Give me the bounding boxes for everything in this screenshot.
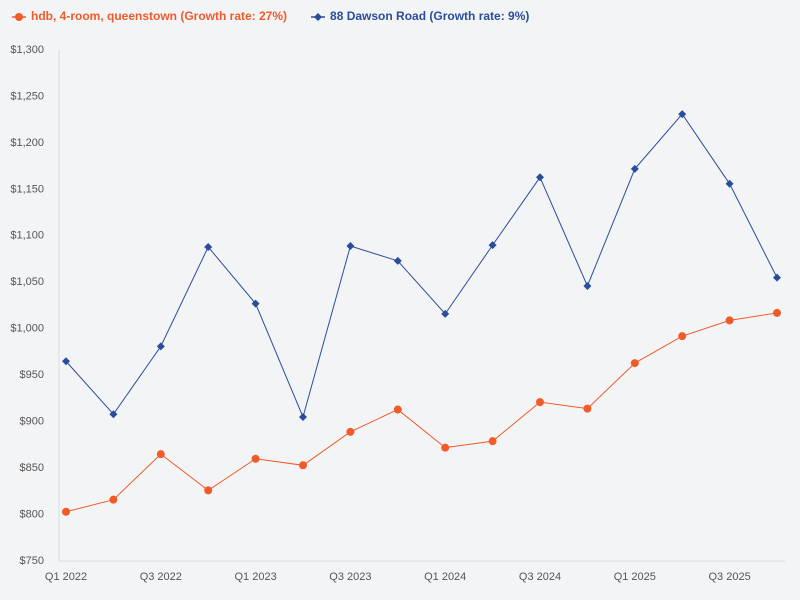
point bbox=[488, 437, 497, 446]
y-tick-label: $800 bbox=[20, 508, 44, 520]
point bbox=[630, 359, 639, 368]
legend-text: 88 Dawson Road (Growth rate: 9%) bbox=[330, 9, 529, 23]
point bbox=[583, 281, 592, 290]
series-line bbox=[65, 312, 778, 513]
y-tick-label: $750 bbox=[20, 555, 44, 567]
point bbox=[725, 179, 734, 188]
point bbox=[156, 450, 165, 459]
point bbox=[62, 357, 70, 366]
x-tick-label: Q3 2025 bbox=[708, 571, 750, 583]
y-tick-label: $950 bbox=[20, 369, 44, 381]
point bbox=[251, 454, 260, 463]
x-tick-label: Q3 2024 bbox=[519, 571, 561, 583]
point bbox=[299, 412, 307, 421]
x-tick-label: Q1 2024 bbox=[424, 571, 466, 583]
point bbox=[393, 405, 402, 414]
x-tick-label: Q1 2025 bbox=[614, 571, 656, 583]
point bbox=[251, 299, 260, 308]
point bbox=[678, 110, 687, 119]
point bbox=[299, 461, 307, 470]
point bbox=[441, 443, 450, 452]
x-tick-label: Q1 2023 bbox=[234, 571, 276, 583]
y-tick-label: $1,150 bbox=[10, 183, 44, 195]
point bbox=[583, 404, 592, 413]
x-tick-label: Q3 2022 bbox=[140, 571, 182, 583]
y-tick-label: $900 bbox=[20, 416, 44, 428]
y-tick-label: $1,200 bbox=[10, 137, 44, 149]
point bbox=[346, 242, 355, 251]
point bbox=[204, 486, 213, 495]
y-tick-label: $1,050 bbox=[10, 276, 44, 288]
point bbox=[109, 495, 118, 504]
point bbox=[773, 308, 781, 317]
point bbox=[678, 332, 687, 341]
point bbox=[488, 241, 497, 250]
y-tick-label: $1,000 bbox=[10, 323, 44, 335]
point bbox=[630, 164, 639, 173]
point bbox=[725, 316, 734, 325]
point bbox=[441, 309, 450, 318]
x-tick-label: Q3 2023 bbox=[329, 571, 371, 583]
point bbox=[536, 173, 544, 182]
point bbox=[346, 427, 355, 436]
point bbox=[773, 273, 781, 282]
point bbox=[109, 410, 118, 419]
series-line bbox=[65, 113, 778, 419]
x-tick-label: Q1 2022 bbox=[45, 571, 87, 583]
y-tick-label: $850 bbox=[20, 462, 44, 474]
legend-marker bbox=[314, 13, 323, 21]
point bbox=[204, 242, 213, 251]
legend-marker bbox=[15, 13, 23, 21]
point bbox=[536, 398, 544, 407]
y-tick-label: $1,250 bbox=[10, 90, 44, 102]
point bbox=[156, 342, 165, 351]
legend-text: hdb, 4-room, queenstown (Growth rate: 27… bbox=[31, 9, 287, 23]
y-tick-label: $1,100 bbox=[10, 230, 44, 242]
y-tick-label: $1,300 bbox=[10, 44, 44, 56]
point bbox=[393, 256, 402, 265]
point bbox=[62, 507, 70, 516]
